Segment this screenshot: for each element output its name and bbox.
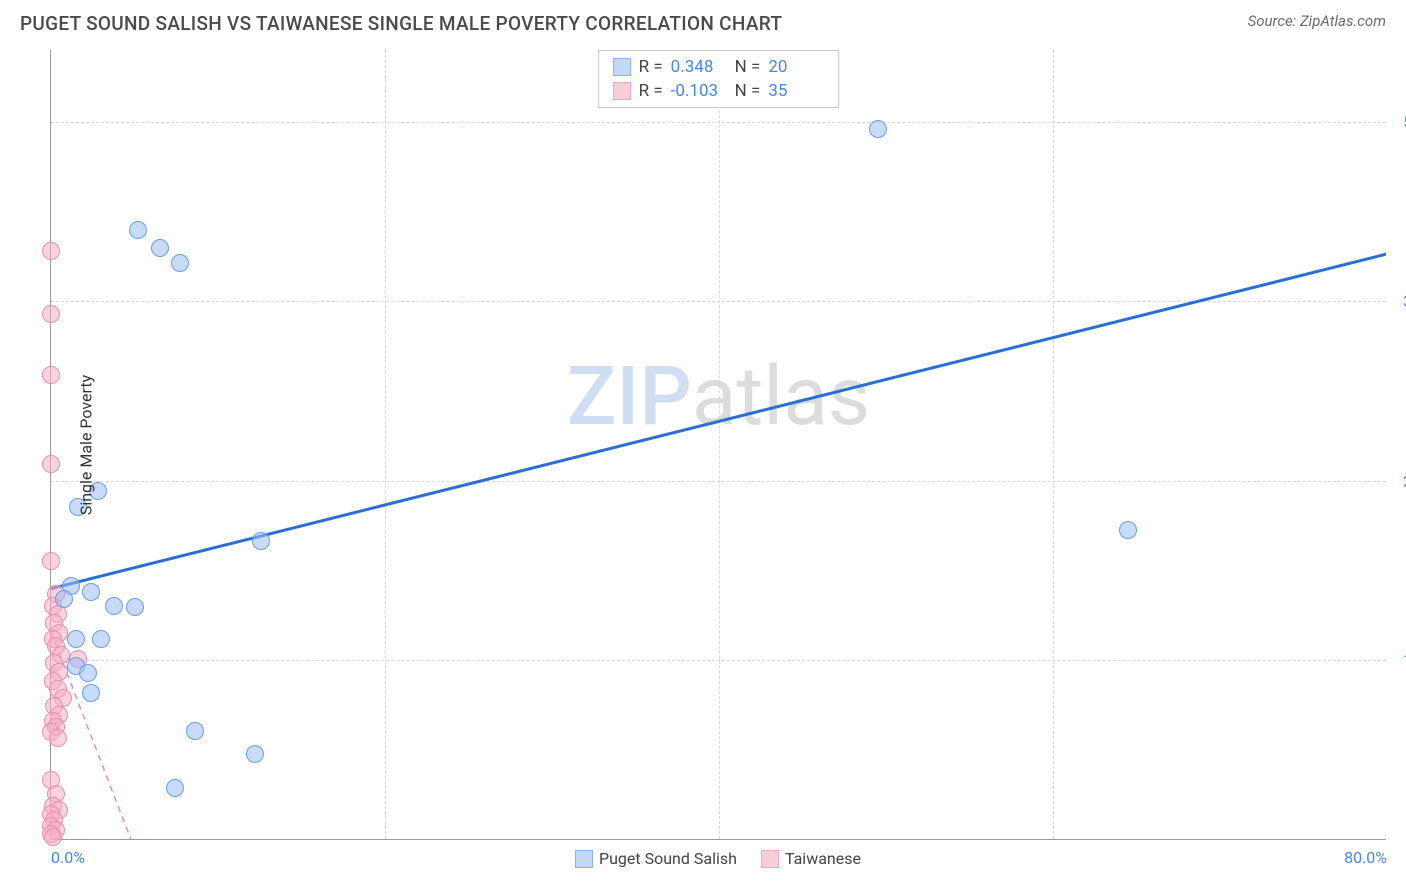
data-point <box>82 684 100 702</box>
y-tick-label: 25.0% <box>1391 471 1406 490</box>
legend-n-label: N = <box>735 57 761 77</box>
x-tick-label: 0.0% <box>51 848 85 867</box>
data-point <box>129 221 147 239</box>
gridline-v <box>385 50 386 839</box>
data-point <box>1119 521 1137 539</box>
legend-series-item: Puget Sound Salish <box>575 849 737 868</box>
data-point <box>105 597 123 615</box>
data-point <box>42 305 60 323</box>
legend-swatch <box>613 82 631 100</box>
data-point <box>55 590 73 608</box>
watermark-zip: ZIP <box>567 349 692 445</box>
data-point <box>252 532 270 550</box>
x-tick-label: 80.0% <box>1344 848 1387 867</box>
legend-n-label: N = <box>735 81 761 101</box>
legend-correlation: R = 0.348 N = 20 R = -0.103 N = 35 <box>598 50 840 108</box>
data-point <box>166 779 184 797</box>
legend-series-item: Taiwanese <box>761 849 861 868</box>
legend-row: R = -0.103 N = 35 <box>613 79 825 103</box>
data-point <box>42 552 60 570</box>
legend-swatch <box>761 850 779 868</box>
chart-title: PUGET SOUND SALISH VS TAIWANESE SINGLE M… <box>20 12 782 35</box>
data-point <box>92 630 110 648</box>
legend-n-value: 35 <box>768 81 824 101</box>
legend-r-label: R = <box>639 57 663 77</box>
data-point <box>246 745 264 763</box>
data-point <box>42 455 60 473</box>
legend-r-label: R = <box>639 81 663 101</box>
data-point <box>171 254 189 272</box>
data-point <box>869 120 887 138</box>
data-point <box>151 239 169 257</box>
data-point <box>126 598 144 616</box>
data-point <box>82 583 100 601</box>
gridline-v <box>719 50 720 839</box>
data-point <box>44 828 62 846</box>
legend-swatch <box>613 58 631 76</box>
y-axis-label: Single Male Poverty <box>77 375 96 515</box>
chart-container: ZIPatlas 12.5%25.0%37.5%50.0%0.0%80.0%R … <box>50 50 1386 840</box>
legend-series-name: Taiwanese <box>785 849 861 868</box>
legend-n-value: 20 <box>768 57 824 77</box>
gridline-v <box>1053 50 1054 839</box>
legend-r-value: -0.103 <box>671 81 727 101</box>
data-point <box>49 729 67 747</box>
y-tick-label: 37.5% <box>1391 292 1406 311</box>
legend-bottom: Puget Sound Salish Taiwanese <box>575 849 861 868</box>
data-point <box>67 630 85 648</box>
data-point <box>42 242 60 260</box>
data-point <box>186 722 204 740</box>
source-attribution: Source: ZipAtlas.com <box>1248 12 1386 30</box>
legend-r-value: 0.348 <box>671 57 727 77</box>
data-point <box>42 366 60 384</box>
legend-row: R = 0.348 N = 20 <box>613 55 825 79</box>
legend-series-name: Puget Sound Salish <box>599 849 737 868</box>
plot-area: ZIPatlas 12.5%25.0%37.5%50.0%0.0%80.0%R … <box>50 50 1386 840</box>
y-tick-label: 12.5% <box>1391 651 1406 670</box>
data-point <box>79 664 97 682</box>
legend-swatch <box>575 850 593 868</box>
y-tick-label: 50.0% <box>1391 112 1406 131</box>
